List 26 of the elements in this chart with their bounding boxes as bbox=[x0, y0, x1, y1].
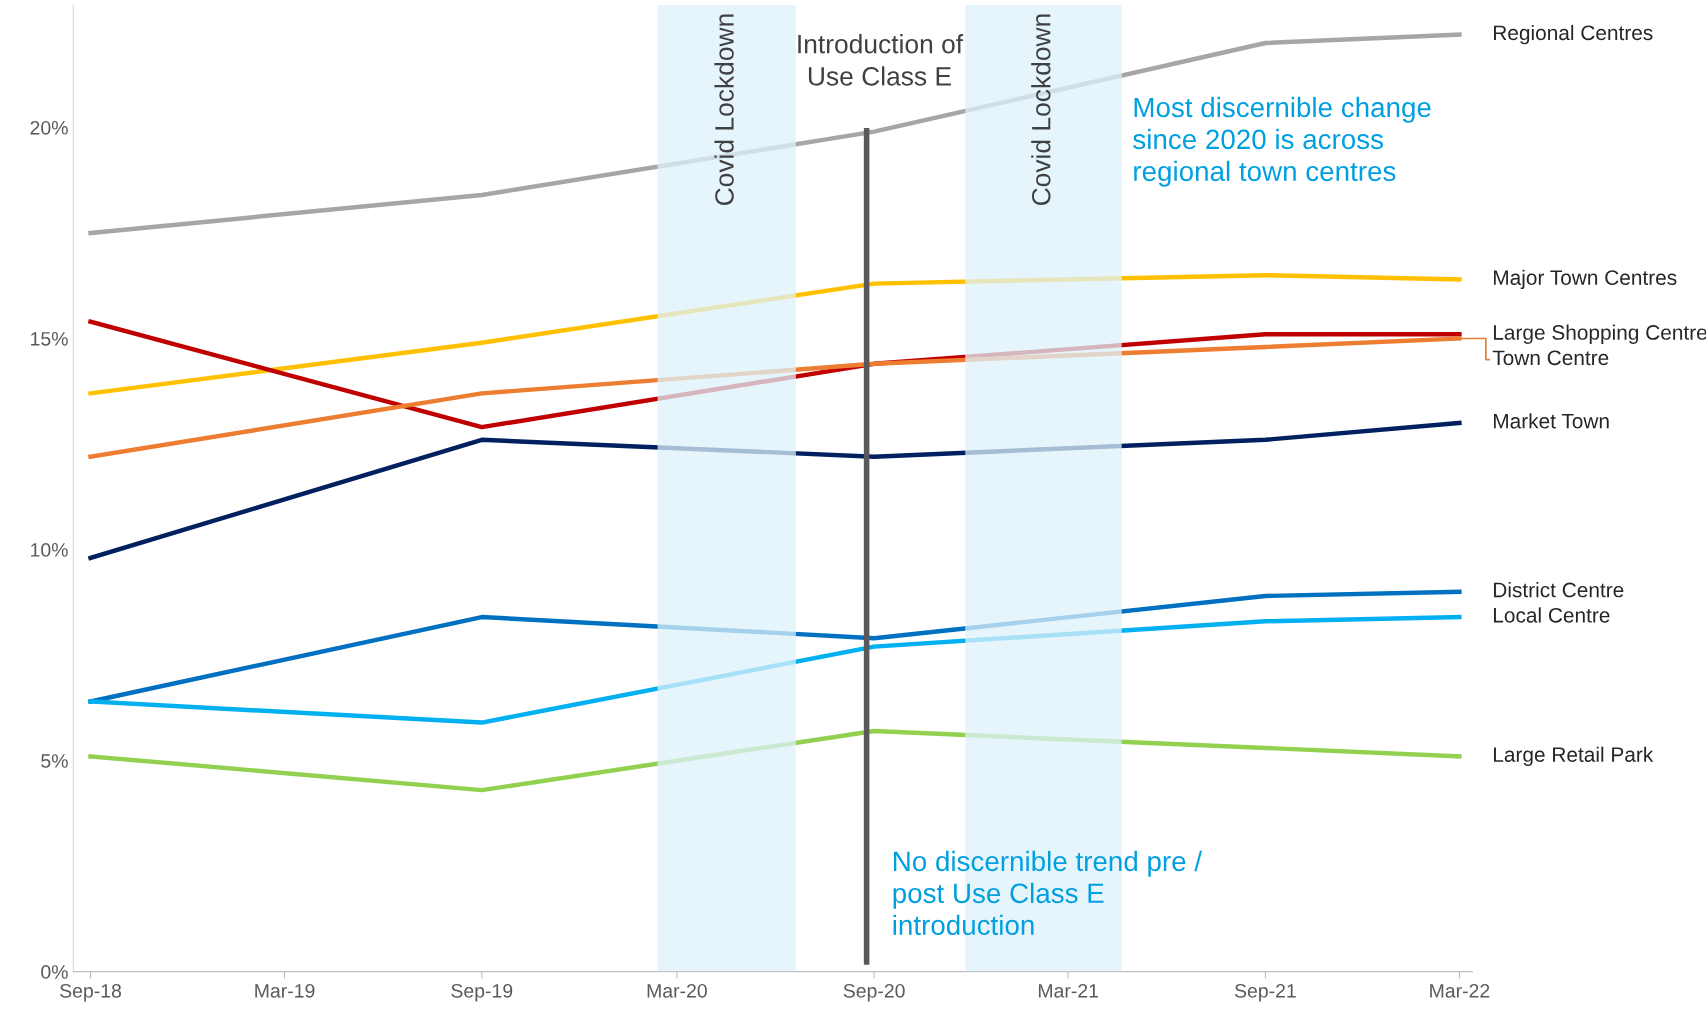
series-label: Large Shopping Centre bbox=[1493, 324, 1706, 344]
y-tick-label: 20% bbox=[30, 120, 68, 135]
series-label: Town Centre bbox=[1492, 350, 1609, 366]
band-label: Covid Lockdown bbox=[714, 14, 734, 206]
series-label: Regional Centres bbox=[1493, 24, 1653, 45]
x-tick-label: Sep-20 bbox=[843, 983, 905, 1002]
y-tick-label: 5% bbox=[41, 754, 68, 768]
y-tick-label: 15% bbox=[31, 332, 68, 346]
y-tick-label: 0% bbox=[41, 965, 68, 979]
series-label: Market Town bbox=[1493, 413, 1609, 429]
series-label: Large Retail Park bbox=[1493, 746, 1654, 767]
annotation: Most discernible change since 2020 is across regional town centres bbox=[1133, 96, 1431, 187]
x-tick-label: Sep-19 bbox=[451, 983, 513, 1002]
band-label: Covid Lockdown bbox=[1031, 14, 1051, 206]
x-tick-label: Mar-19 bbox=[255, 983, 315, 998]
series-label: Local Centre bbox=[1493, 607, 1610, 623]
ref-line-label: Introduction of Use Class E bbox=[798, 34, 964, 86]
series-label: District Centre bbox=[1493, 582, 1624, 598]
y-tick-label: 10% bbox=[31, 543, 68, 557]
x-tick-label: Sep-21 bbox=[1234, 983, 1296, 1002]
x-tick-label: Sep-18 bbox=[60, 983, 122, 1002]
annotation: No discernible trend pre / post Use Class E introduction bbox=[893, 850, 1203, 936]
series-label: Major Town Centres bbox=[1493, 269, 1677, 290]
x-tick-label: Mar-22 bbox=[1430, 983, 1490, 998]
x-tick-label: Mar-20 bbox=[647, 983, 707, 998]
x-tick-label: Mar-21 bbox=[1038, 983, 1098, 998]
